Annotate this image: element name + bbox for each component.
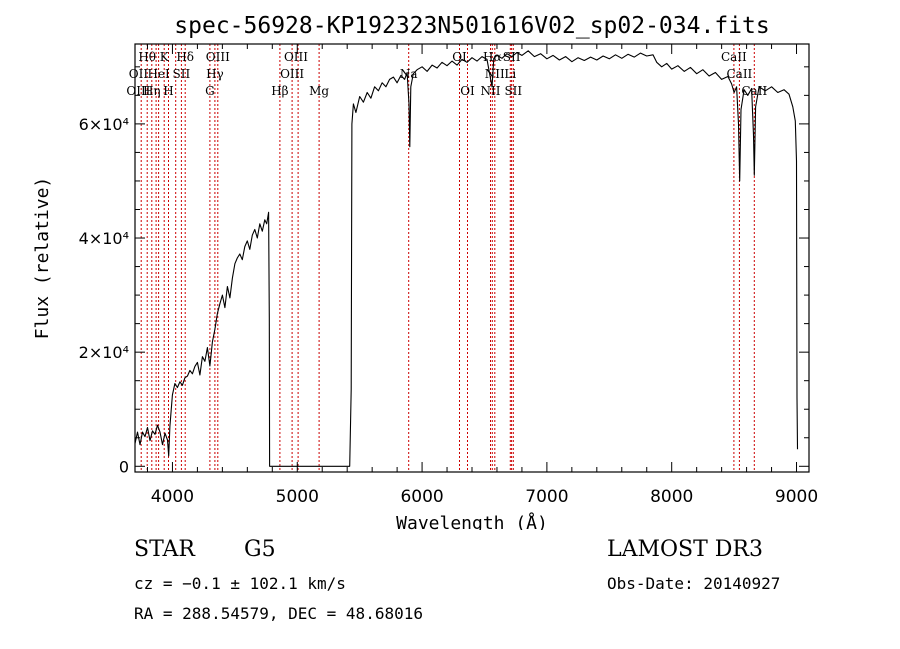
y-axis-ticks: 0 2×10⁴ 4×10⁴ 6×10⁴ [79,66,809,476]
line-label-6: Hα [483,50,502,64]
line-label-23: Mg [309,84,329,98]
line-label-9: OII [129,67,149,81]
survey-label: LAMOST DR3 [607,537,763,562]
line-label-21: G [205,84,215,98]
line-label-25: NII [481,84,501,98]
line-label-7: SII [503,50,521,64]
y-tick-label-3: 6×10⁴ [79,115,129,134]
x-axis-ticks: 4000 5000 6000 7000 8000 9000 [146,44,818,507]
line-label-1: K [160,50,170,64]
line-label-15: NII [485,67,505,81]
emission-line-markers [140,44,755,472]
line-label-3: OIII [206,50,230,64]
flux-series-line [134,50,799,467]
spectrum-chart: spec-56928-KP192323N501616V02_sp02-034.f… [32,13,818,530]
plot-frame [134,43,810,473]
line-label-13: OIII [280,67,304,81]
line-label-26: SII [504,84,522,98]
line-label-17: CaII [726,67,752,81]
line-label-0: Hθ [138,50,156,64]
subclass-label: G5 [244,537,276,562]
flux-series-group [134,50,799,467]
line-label-5: OI [452,50,467,64]
line-label-22: Hβ [271,84,288,98]
line-label-12: Hγ [206,67,224,81]
y-tick-label-2: 4×10⁴ [79,229,129,248]
line-label-24: OI [460,84,475,98]
line-label-8: CaII [721,50,747,64]
line-label-16: Li [504,67,516,81]
x-tick-label-1: 5000 [276,487,319,507]
y-axis-label: Flux (relative) [32,177,53,340]
x-tick-label-0: 4000 [151,487,194,507]
x-axis-label: Wavelength (Å) [396,512,548,530]
x-tick-label-3: 7000 [525,487,568,507]
line-label-19: Hη [143,84,161,98]
line-label-20: H [163,84,173,98]
object-class-label: STAR [134,537,195,562]
line-label-2: Hδ [176,50,194,64]
line-label-14: Na [400,67,418,81]
x-tick-label-2: 6000 [400,487,443,507]
line-label-11: SII [173,67,191,81]
line-label-4: OIII [284,50,308,64]
line-label-27: CaII [741,84,767,98]
line-label-10: HeI [147,67,170,81]
x-tick-label-5: 9000 [775,487,818,507]
redshift-label: cz = −0.1 ± 102.1 km/s [134,574,346,593]
coordinates-label: RA = 288.54579, DEC = 48.68016 [134,604,423,623]
chart-title: spec-56928-KP192323N501616V02_sp02-034.f… [174,13,769,39]
x-tick-label-4: 8000 [650,487,693,507]
y-tick-label-1: 2×10⁴ [79,343,129,362]
obs-date-label: Obs-Date: 20140927 [607,574,781,593]
line-label-18: OIII [126,84,150,98]
y-tick-label-0: 0 [119,457,129,476]
